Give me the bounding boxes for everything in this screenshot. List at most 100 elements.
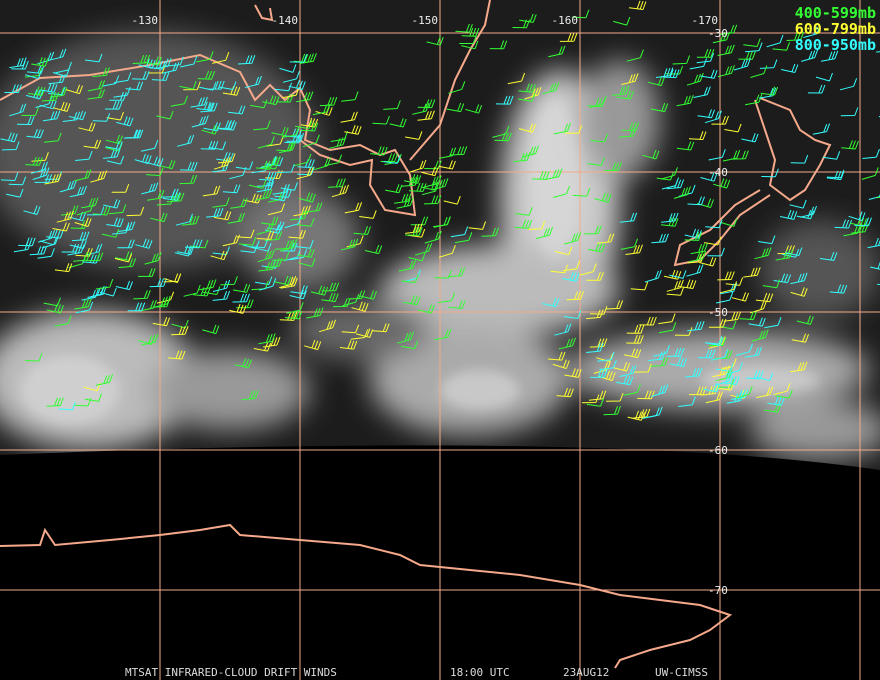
wind-barb	[590, 133, 608, 143]
latitude-label: -50	[708, 306, 728, 319]
wind-barb	[208, 141, 227, 151]
wind-barb	[250, 239, 268, 249]
wind-barb	[704, 335, 723, 345]
wind-barb	[250, 99, 268, 109]
wind-barb	[743, 38, 761, 47]
wind-barb	[302, 134, 320, 148]
wind-barb	[84, 393, 103, 402]
wind-barb	[745, 370, 764, 380]
wind-barb	[642, 149, 660, 160]
wind-barb	[619, 365, 637, 378]
wind-barb	[109, 92, 127, 101]
wind-barb	[663, 269, 682, 280]
wind-barb	[712, 365, 730, 378]
wind-barb	[545, 168, 563, 180]
wind-barb	[761, 168, 779, 178]
wind-barb	[656, 171, 674, 181]
wind-barb	[105, 100, 123, 110]
wind-barb	[78, 122, 96, 132]
wind-barb	[99, 287, 117, 297]
wind-barb	[255, 276, 273, 285]
wind-barb	[296, 167, 314, 180]
wind-barb	[524, 86, 542, 100]
wind-barb	[21, 107, 39, 116]
wind-barb	[294, 153, 312, 167]
wind-barb	[24, 70, 42, 80]
wind-barb	[581, 394, 600, 404]
wind-barb	[151, 72, 170, 81]
wind-barb	[584, 225, 602, 235]
wind-barb	[71, 231, 90, 242]
longitude-label: -150	[412, 14, 439, 27]
wind-barb	[750, 65, 768, 78]
wind-barb	[227, 212, 245, 224]
wind-barb	[285, 310, 303, 320]
wind-barb	[310, 285, 329, 296]
wind-barb	[25, 156, 43, 166]
wind-barb	[481, 227, 499, 237]
wind-barb	[405, 131, 423, 140]
wind-barb	[841, 140, 859, 150]
wind-barb	[300, 117, 319, 128]
wind-barb	[803, 25, 821, 38]
wind-barb	[85, 53, 103, 63]
wind-barb	[790, 272, 808, 285]
wind-barb	[448, 300, 466, 309]
wind-barb	[166, 192, 185, 203]
wind-barb	[54, 263, 73, 273]
wind-barb	[405, 226, 423, 236]
wind-barb	[603, 405, 621, 416]
wind-barb	[424, 160, 442, 170]
wind-barb	[150, 212, 168, 223]
wind-barb	[212, 290, 231, 301]
wind-barb	[148, 64, 166, 74]
wind-barb	[175, 213, 193, 226]
wind-barb	[222, 234, 240, 247]
wind-barb	[586, 272, 604, 281]
wind-barb	[293, 205, 311, 217]
wind-barb	[599, 359, 617, 370]
wind-barb	[289, 289, 307, 300]
wind-barb	[790, 361, 808, 373]
wind-barb	[0, 132, 18, 143]
wind-barb	[116, 116, 134, 127]
wind-barb	[228, 105, 246, 115]
wind-barb	[868, 193, 880, 200]
wind-barb	[424, 175, 442, 188]
wind-barb	[684, 367, 703, 378]
wind-barb	[790, 154, 809, 164]
wind-barb	[744, 346, 762, 358]
wind-barb	[190, 96, 208, 108]
wind-barb	[207, 80, 225, 90]
wind-barb	[708, 149, 726, 161]
wind-barb	[300, 122, 319, 132]
wind-barb	[237, 229, 255, 239]
wind-barb	[75, 301, 94, 314]
wind-barb	[676, 141, 695, 151]
wind-barb	[346, 235, 364, 248]
wind-barb	[28, 86, 46, 96]
wind-barb	[849, 216, 867, 228]
legend-entry: 800-950mb	[795, 36, 876, 54]
wind-barb	[263, 336, 281, 348]
wind-barb	[298, 192, 316, 203]
wind-barb	[229, 167, 247, 180]
wind-barb	[43, 297, 61, 307]
latitude-label: -40	[708, 166, 728, 179]
wind-barb	[630, 281, 649, 291]
wind-barb	[725, 277, 744, 286]
wind-barb	[720, 218, 738, 227]
wind-barb	[118, 221, 136, 232]
wind-barb	[40, 83, 58, 93]
wind-barb	[153, 295, 171, 308]
wind-barb	[719, 281, 738, 294]
wind-barb	[588, 390, 607, 401]
wind-barb	[297, 218, 315, 227]
wind-barb	[661, 177, 680, 190]
wind-barb	[54, 61, 72, 74]
wind-barb	[717, 271, 735, 281]
wind-barb	[106, 217, 124, 228]
wind-barb	[556, 388, 574, 398]
wind-barb	[237, 55, 256, 65]
wind-barb	[518, 123, 536, 133]
